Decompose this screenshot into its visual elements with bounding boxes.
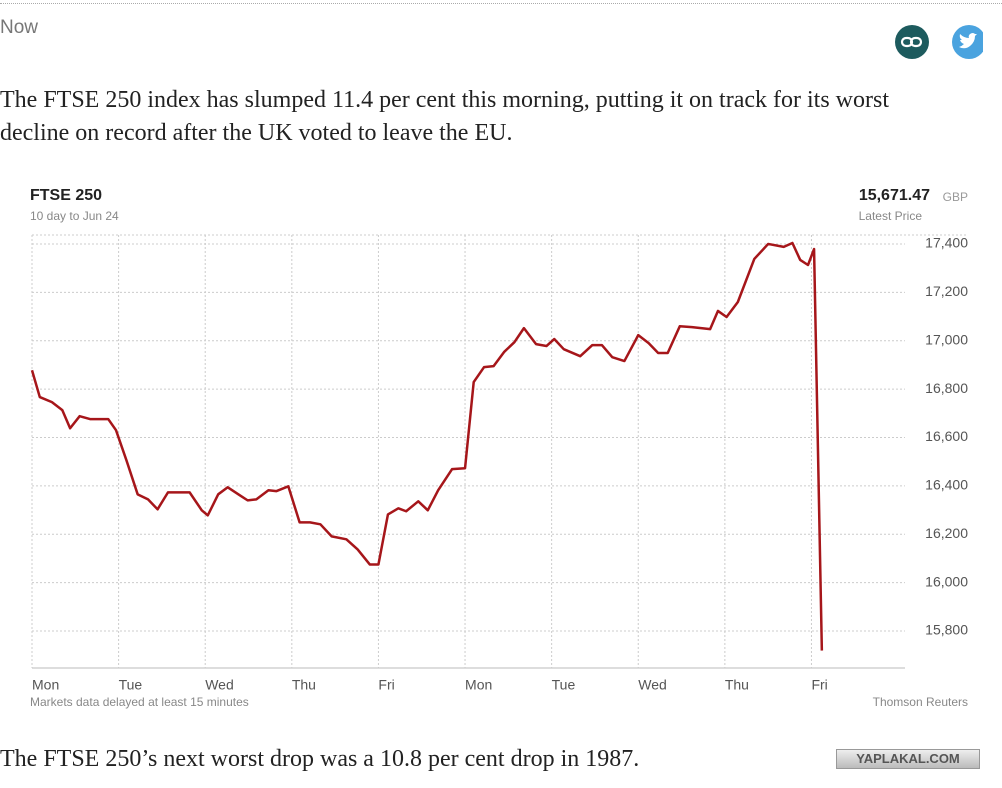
y-tick-label: 16,600	[925, 428, 968, 444]
y-tick-label: 15,800	[925, 622, 968, 638]
watermark: YAPLAKAL.COM	[836, 749, 980, 769]
chart: FTSE 250 10 day to Jun 24 15,671.47 GBP …	[30, 187, 968, 709]
y-tick-label: 16,200	[925, 525, 968, 541]
data-note: Markets data delayed at least 15 minutes	[30, 695, 249, 709]
latest-price-label: Latest Price	[859, 209, 923, 223]
source: Thomson Reuters	[873, 695, 968, 709]
intro-text: The FTSE 250 index has slumped 11.4 per …	[0, 87, 889, 146]
share-icons	[895, 25, 983, 59]
y-tick-label: 17,200	[925, 283, 968, 299]
top-rule	[0, 3, 1002, 4]
x-tick-label: Wed	[205, 677, 234, 693]
chart-subtitle: 10 day to Jun 24	[30, 209, 119, 223]
chart-title: FTSE 250	[30, 187, 102, 204]
y-tick-label: 17,000	[925, 331, 968, 347]
currency: GBP	[943, 190, 968, 204]
y-tick-label: 16,800	[925, 380, 968, 396]
x-tick-label: Thu	[292, 677, 316, 693]
x-tick-label: Mon	[32, 677, 59, 693]
x-tick-label: Tue	[552, 677, 576, 693]
link-button[interactable]	[895, 25, 929, 59]
twitter-button[interactable]	[952, 25, 983, 59]
timestamp: Now	[0, 17, 39, 38]
x-tick-label: Fri	[811, 677, 827, 693]
y-tick-label: 16,400	[925, 477, 968, 493]
y-tick-label: 16,000	[925, 573, 968, 589]
x-tick-label: Fri	[378, 677, 394, 693]
x-tick-label: Wed	[638, 677, 667, 693]
price-line	[30, 241, 824, 651]
x-tick-label: Tue	[119, 677, 143, 693]
x-tick-label: Mon	[465, 677, 492, 693]
x-tick-label: Thu	[725, 677, 749, 693]
outro-text: The FTSE 250’s next worst drop was a 10.…	[0, 746, 640, 772]
latest-price: 15,671.47	[859, 187, 930, 204]
y-tick-label: 17,400	[925, 235, 968, 251]
